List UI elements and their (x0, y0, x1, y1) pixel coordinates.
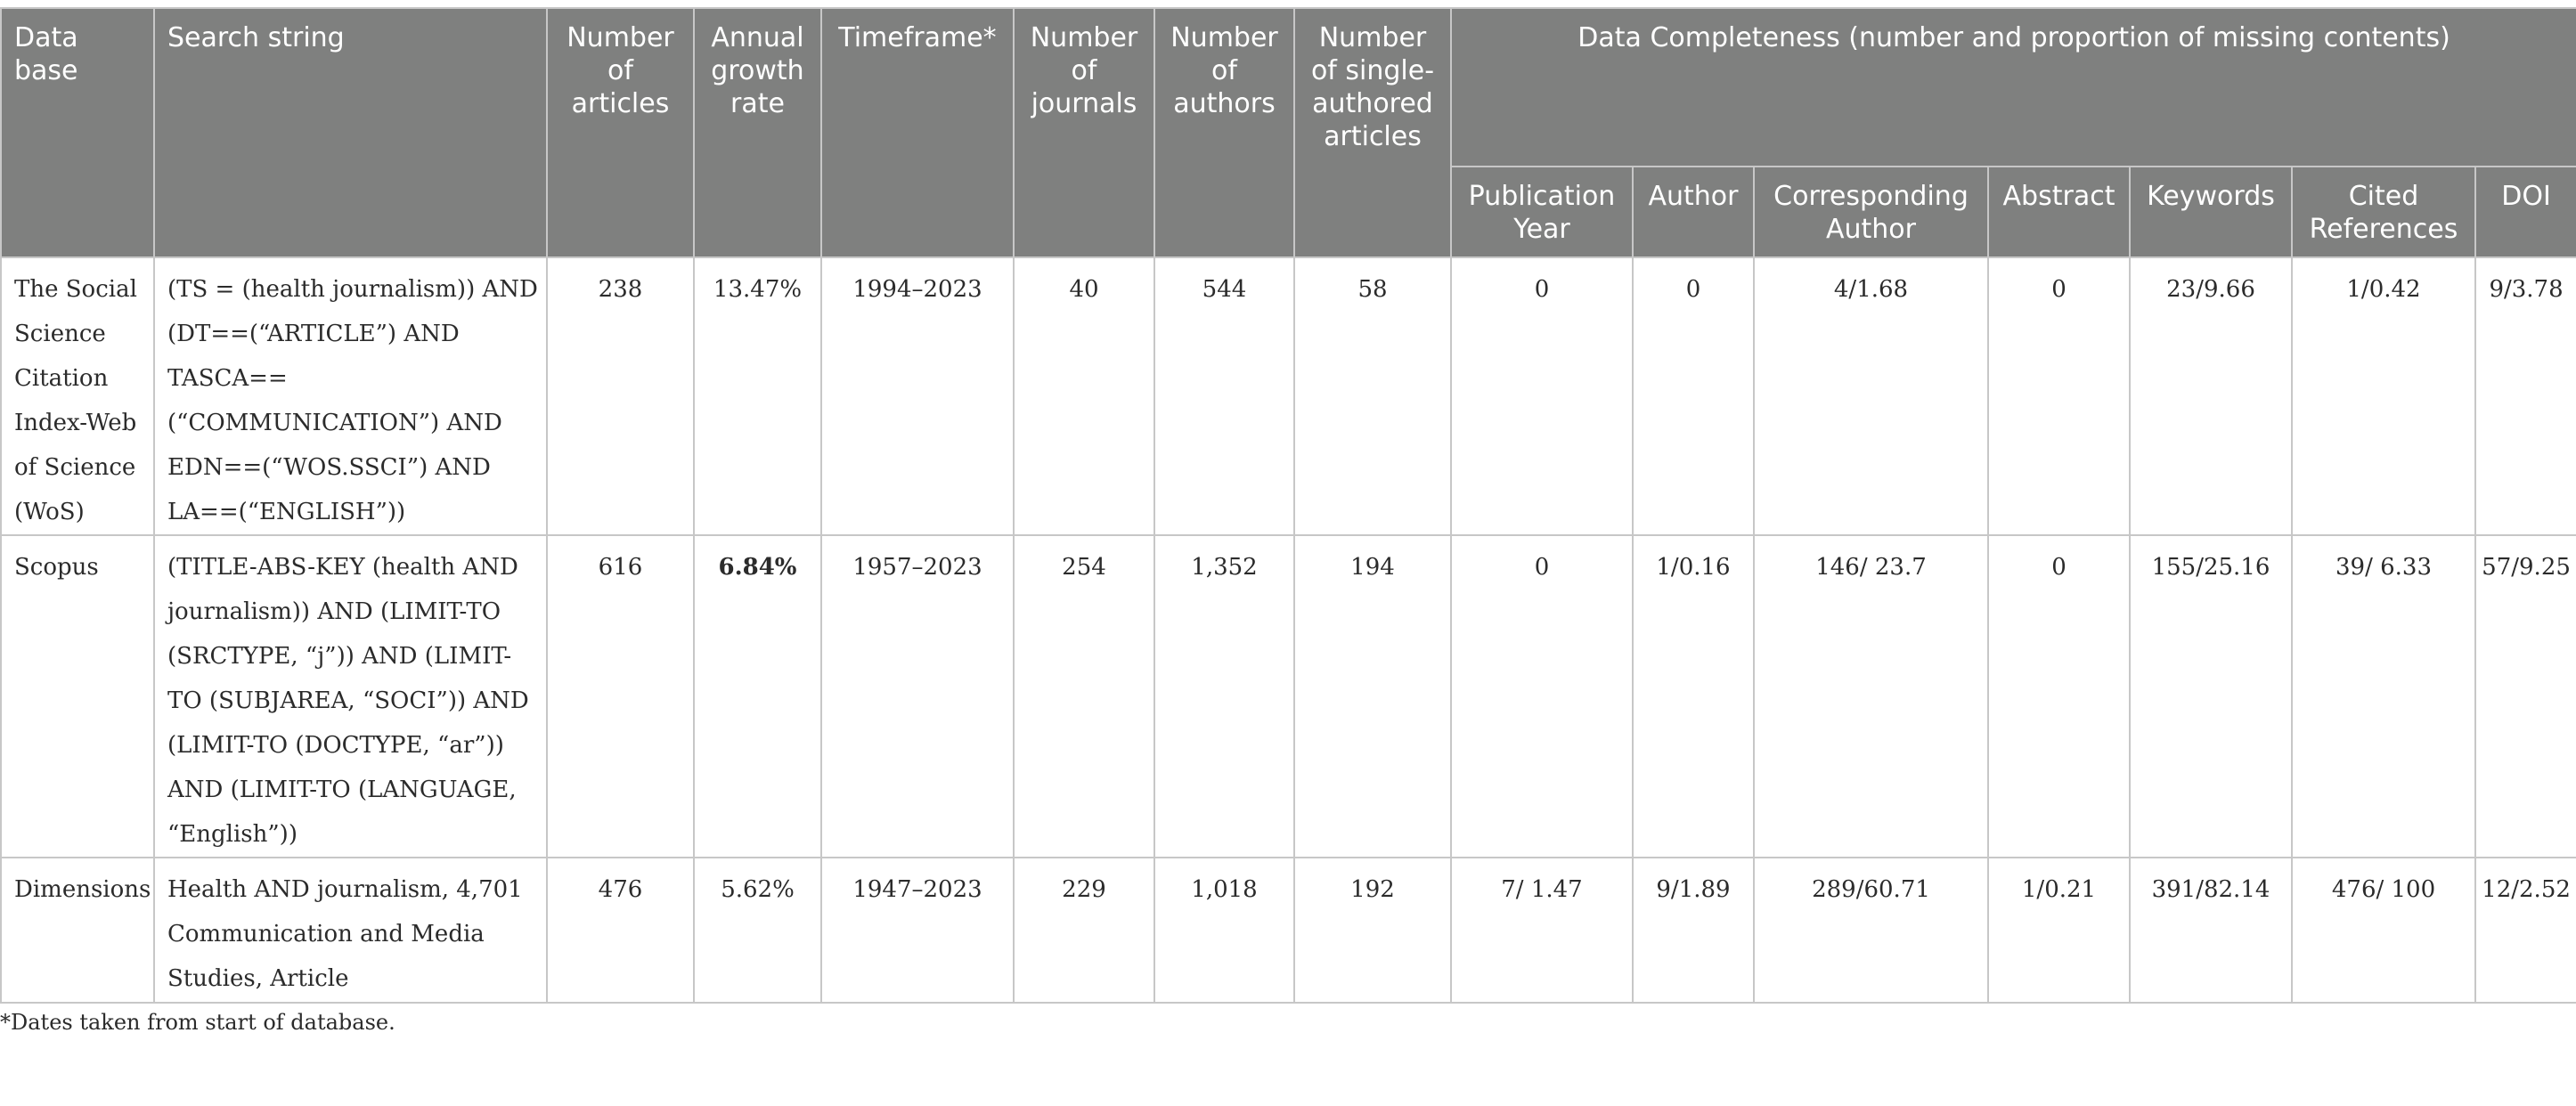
cell-search-string: (TITLE-ABS-KEY (health AND journalism)) … (153, 534, 548, 858)
cell-timeframe: 1947–2023 (820, 857, 1015, 1004)
table-row: Scopus (TITLE-ABS-KEY (health AND journa… (0, 534, 2576, 858)
cell-annual-growth-rate: 5.62% (693, 857, 822, 1004)
cell-number-of-authors: 1,352 (1153, 534, 1295, 858)
cell-keywords: 391/82.14 (2129, 857, 2293, 1004)
cell-cited-references: 1/0.42 (2291, 256, 2476, 536)
cell-annual-growth-rate: 13.47% (693, 256, 822, 536)
cell-single-authored: 192 (1293, 857, 1452, 1004)
table-row: The Social Science Citation Index-Web of… (0, 256, 2576, 536)
header-database: Data base (0, 7, 155, 258)
cell-corresponding-author: 289/60.71 (1753, 857, 1989, 1004)
table-body: The Social Science Citation Index-Web of… (0, 256, 2576, 1004)
cell-publication-year: 7/ 1.47 (1450, 857, 1634, 1004)
data-table: Data base Search string Number of articl… (0, 7, 2576, 1004)
table-row: Dimensions Health AND journalism, 4,701 … (0, 857, 2576, 1004)
cell-corresponding-author: 146/ 23.7 (1753, 534, 1989, 858)
cell-author: 1/0.16 (1632, 534, 1755, 858)
header-cited-references: Cited References (2291, 166, 2476, 258)
cell-database: Dimensions (0, 857, 155, 1004)
header-number-of-authors: Number of authors (1153, 7, 1295, 258)
header-corresponding-author: Corresponding Author (1753, 166, 1989, 258)
cell-abstract: 0 (1987, 256, 2131, 536)
cell-doi: 9/3.78 (2474, 256, 2576, 536)
cell-single-authored: 194 (1293, 534, 1452, 858)
table-header: Data base Search string Number of articl… (0, 7, 2576, 258)
cell-number-of-articles: 238 (546, 256, 695, 536)
cell-keywords: 155/25.16 (2129, 534, 2293, 858)
cell-single-authored: 58 (1293, 256, 1452, 536)
header-single-authored: Number of single-authored articles (1293, 7, 1452, 258)
header-number-of-journals: Number of journals (1013, 7, 1155, 258)
table-container: Data base Search string Number of articl… (0, 7, 2576, 1004)
cell-timeframe: 1957–2023 (820, 534, 1015, 858)
cell-number-of-journals: 40 (1013, 256, 1155, 536)
cell-annual-growth-rate: 6.84% (693, 534, 822, 858)
cell-author: 0 (1632, 256, 1755, 536)
cell-search-string: Health AND journalism, 4,701 Communicati… (153, 857, 548, 1004)
header-author: Author (1632, 166, 1755, 258)
header-search-string: Search string (153, 7, 548, 258)
cell-cited-references: 476/ 100 (2291, 857, 2476, 1004)
table-footnote: *Dates taken from start of database. (0, 1010, 395, 1035)
header-doi: DOI (2474, 166, 2576, 258)
cell-keywords: 23/9.66 (2129, 256, 2293, 536)
cell-number-of-authors: 1,018 (1153, 857, 1295, 1004)
header-timeframe: Timeframe* (820, 7, 1015, 258)
cell-doi: 57/9.25 (2474, 534, 2576, 858)
cell-database: The Social Science Citation Index-Web of… (0, 256, 155, 536)
cell-publication-year: 0 (1450, 256, 1634, 536)
header-number-of-articles: Number of articles (546, 7, 695, 258)
cell-corresponding-author: 4/1.68 (1753, 256, 1989, 536)
header-row-secondary: Publication Year Author Corresponding Au… (1, 166, 2576, 258)
header-abstract: Abstract (1987, 166, 2131, 258)
cell-abstract: 1/0.21 (1987, 857, 2131, 1004)
cell-number-of-journals: 254 (1013, 534, 1155, 858)
header-row-primary: Data base Search string Number of articl… (0, 7, 2576, 258)
cell-database: Scopus (0, 534, 155, 858)
cell-number-of-authors: 544 (1153, 256, 1295, 536)
cell-abstract: 0 (1987, 534, 2131, 858)
cell-cited-references: 39/ 6.33 (2291, 534, 2476, 858)
cell-author: 9/1.89 (1632, 857, 1755, 1004)
header-keywords: Keywords (2129, 166, 2293, 258)
header-data-completeness: Data Completeness (number and proportion… (1449, 7, 2576, 167)
cell-number-of-articles: 616 (546, 534, 695, 858)
cell-timeframe: 1994–2023 (820, 256, 1015, 536)
cell-number-of-journals: 229 (1013, 857, 1155, 1004)
cell-doi: 12/2.52 (2474, 857, 2576, 1004)
cell-number-of-articles: 476 (546, 857, 695, 1004)
header-annual-growth-rate: Annual growth rate (693, 7, 822, 258)
header-publication-year: Publication Year (1450, 166, 1634, 258)
cell-publication-year: 0 (1450, 534, 1634, 858)
cell-search-string: (TS = (health journalism)) AND (DT==(“AR… (153, 256, 548, 536)
